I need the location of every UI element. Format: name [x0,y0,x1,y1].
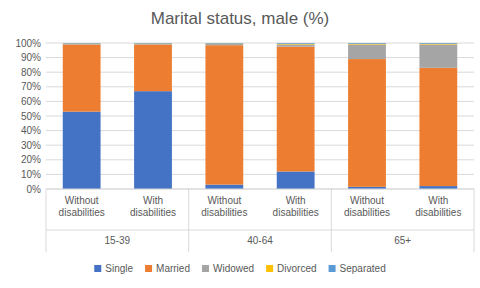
bar-segment [63,112,101,189]
legend-swatch [145,265,152,272]
legend-label: Married [156,263,190,274]
background [0,0,480,288]
grid-line [46,86,474,87]
grid-line [46,72,474,73]
legend-label: Separated [340,263,386,274]
y-tick-label: 40% [21,125,41,136]
bar-segment [63,44,101,111]
chart: Marital status, male (%) 0% 10% 20% 30% 40% 50… [0,0,480,288]
group-label: 40-64 [247,235,273,246]
y-tick-label: 0% [27,184,42,195]
bar-segment [134,91,172,189]
bar-segment [419,43,457,45]
legend-swatch [266,265,273,272]
bar-segment [348,44,386,59]
y-tick-label: 80% [21,67,41,78]
bar-segment [205,44,243,45]
legend: Single Married Widowed Divorced Separated [94,263,385,274]
bar-segment [205,43,243,44]
legend-label: Widowed [213,263,254,274]
bar-segment [205,185,243,189]
legend-swatch [329,265,336,272]
bar-segment [134,44,172,45]
grid-line [46,57,474,58]
group-separator [46,189,47,252]
group-label: 15-39 [105,235,131,246]
y-tick-label: 70% [21,81,41,92]
bars [63,43,457,189]
bar-segment [419,68,457,186]
bar-segment [63,43,101,44]
y-tick-label: 30% [21,140,41,151]
bar-segment [348,43,386,44]
x-tick-label: Withdisabilities [273,195,319,218]
bar-segment [419,43,457,44]
x-tick-label: Withoutdisabilities [344,195,390,218]
x-axis [46,189,474,190]
grid-line [46,116,474,117]
x-tick-label: Withdisabilities [415,195,461,218]
legend-label: Single [105,263,133,274]
group-separator [474,189,475,252]
grid-line [46,145,474,146]
bar-segment [277,47,315,172]
bar-segment [134,44,172,91]
bar-segment [277,43,315,45]
group-separator [188,189,189,252]
group-divider [46,230,474,231]
y-tick-label: 20% [21,154,41,165]
bar-segment [277,43,315,44]
bar-segment [277,44,315,46]
bar-segment [134,43,172,44]
bar-segment [205,45,243,184]
y-tick-label: 60% [21,96,41,107]
group-label: 65+ [394,235,411,246]
bar-segment [63,44,101,45]
y-tick-label: 90% [21,52,41,63]
y-tick-label: 100% [15,38,41,49]
bar-segment [348,59,386,187]
grid-line [46,101,474,102]
grid-line [46,189,474,190]
legend-swatch [202,265,209,272]
grid-line [46,159,474,160]
y-tick-label: 10% [21,169,41,180]
legend-swatch [94,265,101,272]
legend-label: Divorced [277,263,316,274]
x-tick-label: Withoutdisabilities [201,195,247,218]
group-separator [331,189,332,252]
x-tick-label: Withoutdisabilities [59,195,105,218]
grid-line [46,130,474,131]
bar-segment [134,43,172,44]
grid-line [46,43,474,44]
bar-segment [348,43,386,45]
bar-segment [205,43,243,44]
bar-segment [63,43,101,44]
title: Marital status, male (%) [151,9,330,28]
x-tick-label: Withdisabilities [130,195,176,218]
bar-segment [419,44,457,67]
grid-line [46,174,474,175]
bar-segment [277,171,315,189]
y-tick-label: 50% [21,111,41,122]
